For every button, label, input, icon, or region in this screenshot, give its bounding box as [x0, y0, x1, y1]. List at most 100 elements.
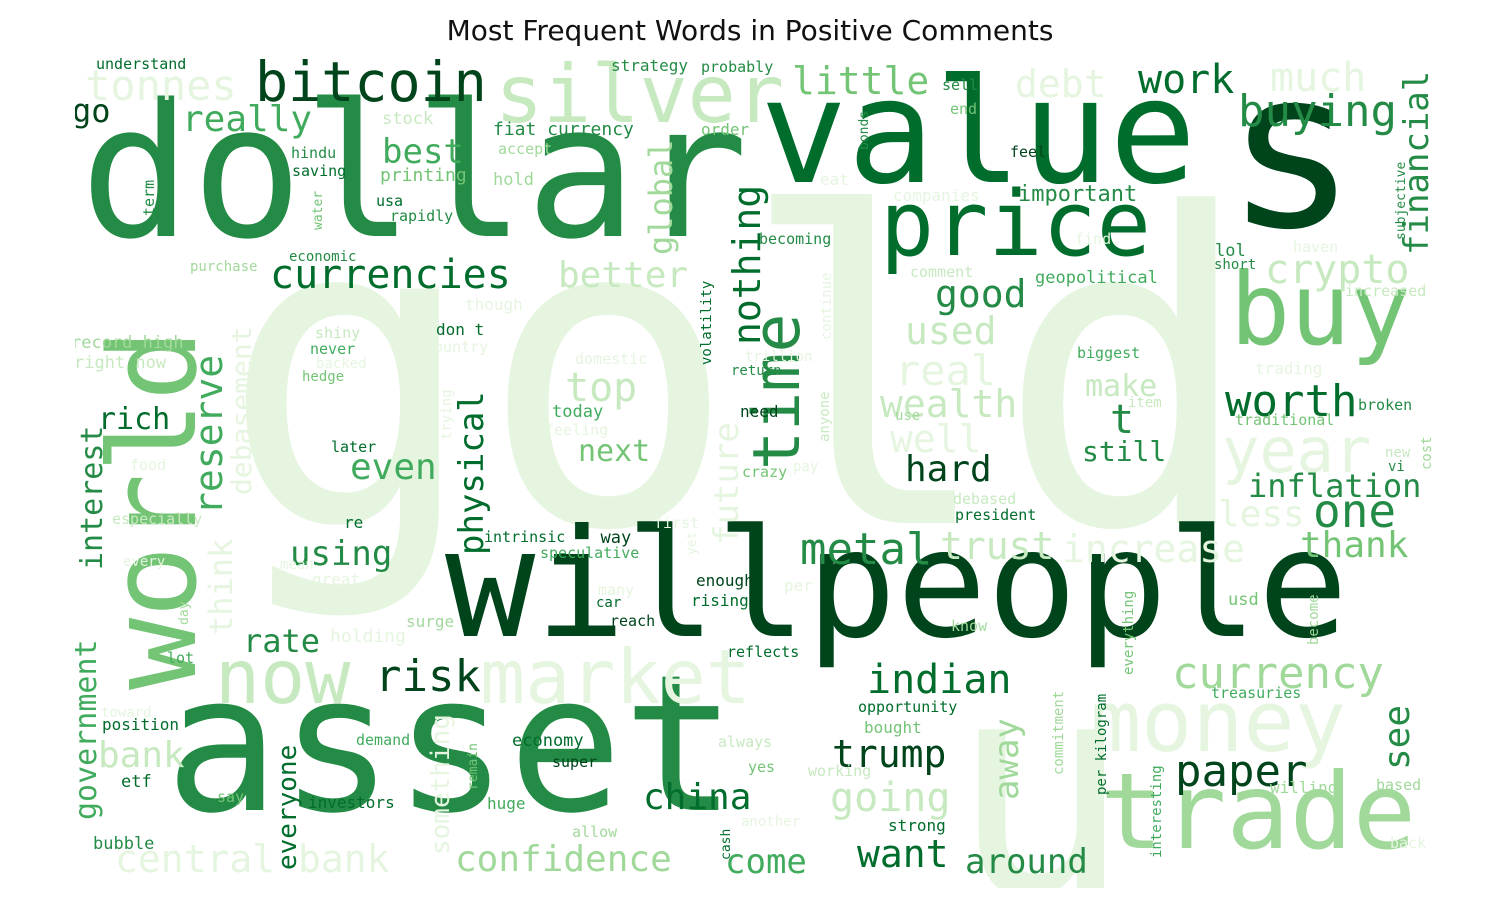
word-interesting: interesting: [1149, 765, 1165, 858]
word-currency: currency: [1172, 648, 1384, 699]
word-trillion: trillion: [745, 349, 813, 365]
word-become: become: [1306, 594, 1322, 645]
word-stock: stock: [382, 109, 434, 129]
word-good: good: [935, 272, 1027, 316]
word-lol: lol: [1215, 241, 1246, 261]
word-later: later: [331, 438, 377, 456]
word-trust: trust: [940, 524, 1055, 568]
word-cloud: gold u dollar value s asset willpeople world pri…: [75, 58, 1435, 888]
word-economy: economy: [512, 731, 584, 751]
word-something: something: [426, 714, 456, 855]
word-vi: vi: [1388, 459, 1405, 475]
word-yet: yet: [685, 531, 700, 555]
word-feel: feel: [1010, 143, 1047, 161]
word-position: position: [102, 715, 180, 734]
word-toward: toward: [101, 705, 152, 721]
word-feeling: feeling: [545, 421, 609, 439]
word-rate: rate: [243, 622, 321, 660]
word-term: term: [140, 179, 158, 216]
word-debt: debt: [1015, 62, 1107, 106]
word-trading: trading: [1255, 359, 1323, 378]
word-say: say: [217, 788, 245, 806]
word-nothing: nothing: [725, 184, 769, 345]
word-saving: saving: [292, 162, 347, 180]
word-crazy: crazy: [742, 463, 788, 481]
word-global: global: [642, 139, 680, 255]
word-currencies: currencies: [270, 252, 511, 298]
word-now: now: [215, 633, 351, 721]
word-opportunity: opportunity: [858, 698, 958, 716]
word-money: money: [1090, 673, 1346, 772]
word-treasuries: treasuries: [1211, 684, 1302, 702]
word-value: value: [760, 58, 1197, 217]
word-china: china: [643, 777, 752, 818]
word-hard: hard: [905, 449, 992, 490]
word-bought: bought: [864, 718, 922, 737]
word-dollar: dollar: [80, 64, 749, 280]
word-use: use: [895, 408, 921, 424]
word-t: t: [1110, 397, 1135, 443]
word-many: many: [598, 581, 635, 599]
word-inflation: inflation: [1248, 467, 1422, 505]
word-s: s: [1225, 58, 1358, 278]
word-day: day: [177, 601, 192, 625]
word-investors: investors: [308, 793, 395, 812]
word-economic: economic: [289, 249, 357, 265]
word-domestic: domestic: [575, 350, 648, 368]
chart-title: Most Frequent Words in Positive Comments: [446, 14, 1054, 47]
word-thank: thank: [1300, 525, 1409, 566]
word-come: come: [725, 842, 807, 882]
word-surge: surge: [406, 612, 455, 631]
word-eat: eat: [820, 170, 849, 189]
word-enough: enough: [696, 571, 754, 590]
word-right-now: right now: [75, 353, 167, 373]
word-market: market: [480, 633, 751, 721]
word-cash: cash: [719, 828, 734, 860]
word-need: need: [740, 402, 779, 421]
word-really: really: [182, 99, 313, 140]
word-food: food: [130, 456, 167, 474]
word-strategy: strategy: [611, 58, 689, 75]
word-bonds: bonds: [857, 110, 872, 150]
word-biggest: biggest: [1077, 344, 1141, 362]
word-don-t: don t: [436, 320, 485, 339]
word-rapidly: rapidly: [390, 207, 454, 225]
word-less: less: [1218, 494, 1305, 535]
word-think: think: [202, 538, 240, 635]
word-printing: printing: [380, 165, 467, 186]
word-super: super: [552, 753, 598, 771]
word-always: always: [718, 733, 773, 751]
word-used: used: [905, 309, 997, 353]
word-find: find: [1075, 230, 1112, 248]
word-pay: pay: [793, 459, 819, 475]
word-metal: metal: [800, 524, 933, 575]
word-better: better: [558, 255, 689, 296]
word-re: re: [344, 513, 364, 532]
word-make: make: [1085, 369, 1158, 404]
word-yes: yes: [748, 758, 776, 776]
word-understand: understand: [96, 58, 187, 73]
word-future: future: [707, 422, 747, 545]
word-willing: willing: [1270, 778, 1338, 797]
word-allow: allow: [572, 823, 618, 841]
word-order: order: [701, 120, 750, 139]
word-trade: trade: [1100, 751, 1417, 873]
word-everything: everything: [1121, 590, 1137, 675]
word-well: well: [890, 417, 982, 461]
word-sell: sell: [942, 76, 979, 94]
word-president: president: [955, 506, 1037, 524]
word-hold: hold: [493, 170, 534, 190]
word-working: working: [808, 762, 872, 780]
word-debased: debased: [953, 490, 1017, 508]
word-comment: comment: [910, 263, 974, 281]
word-buying: buying: [1238, 86, 1397, 137]
word-lot: lot: [167, 649, 195, 667]
word-real: real: [895, 346, 997, 395]
word-going: going: [830, 775, 951, 821]
word-strong: strong: [888, 816, 946, 835]
word-item: item: [1128, 395, 1162, 411]
word-bitcoin: bitcoin: [255, 58, 487, 114]
word-indian: indian: [867, 657, 1012, 703]
word-new: new: [1385, 445, 1411, 461]
word-one: one: [1313, 484, 1397, 538]
